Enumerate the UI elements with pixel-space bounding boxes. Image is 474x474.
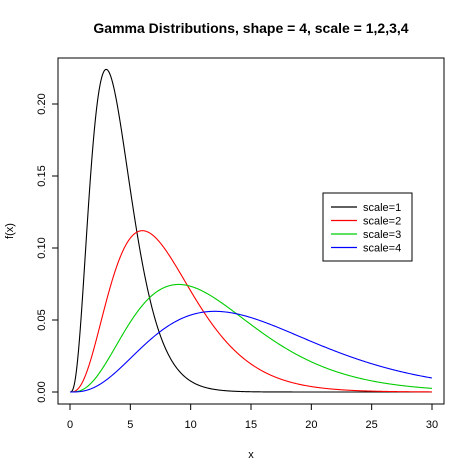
series-line-3 [70, 283, 433, 393]
y-tick-label: 0.20 [36, 93, 48, 114]
y-tick-label: 0.10 [36, 237, 48, 258]
y-axis-label: f(x) [4, 223, 16, 239]
x-axis-label: x [248, 449, 254, 461]
x-axis: 0 5 10 15 20 25 30 [67, 403, 438, 431]
legend-label: scale=4 [363, 243, 401, 255]
x-tick-label: 5 [127, 419, 133, 431]
legend-label: scale=3 [363, 229, 401, 241]
series-line-1 [69, 68, 432, 393]
y-tick-label: 0.15 [36, 165, 48, 186]
x-tick-label: 15 [245, 419, 257, 431]
y-tick-label: 0.05 [36, 309, 48, 330]
legend-box [322, 192, 413, 262]
series-line-4 [70, 310, 433, 393]
series-layer [69, 68, 433, 393]
x-tick-label: 10 [185, 419, 197, 431]
chart-title: Gamma Distributions, shape = 4, scale = … [93, 20, 408, 36]
x-tick-label: 0 [67, 419, 73, 431]
y-axis: 0.00 0.05 0.10 0.15 0.20 [36, 93, 59, 403]
x-tick-label: 20 [305, 419, 317, 431]
y-tick-label: 0.00 [36, 381, 48, 402]
legend-label: scale=2 [363, 216, 401, 228]
x-tick-label: 25 [366, 419, 378, 431]
series-line-2 [70, 230, 433, 393]
legend-label: scale=1 [363, 202, 401, 214]
x-tick-label: 30 [426, 419, 438, 431]
